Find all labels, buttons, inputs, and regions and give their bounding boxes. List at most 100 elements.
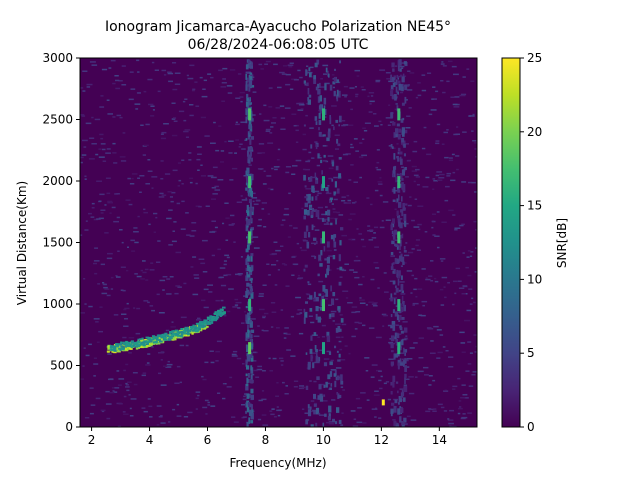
noise-cell [319, 414, 325, 416]
noise-cell [472, 113, 475, 116]
noise-cell [150, 115, 155, 117]
noise-cell [431, 226, 434, 229]
noise-cell [319, 135, 325, 137]
noise-cell [214, 185, 219, 188]
noise-cell [104, 288, 110, 290]
noise-cell [217, 179, 224, 181]
band-cell [333, 241, 337, 248]
band-cell [315, 349, 318, 353]
noise-cell [158, 196, 165, 198]
band-cell [396, 123, 400, 127]
y-tick-label: 1000 [42, 297, 73, 311]
noise-cell [145, 279, 149, 281]
band-cell [319, 95, 322, 102]
noise-cell [378, 379, 382, 382]
noise-cell [159, 279, 166, 282]
noise-cell [383, 314, 388, 317]
noise-cell [220, 150, 225, 152]
noise-cell [390, 255, 395, 257]
noise-cell [358, 322, 362, 324]
noise-cell [136, 307, 141, 310]
band-cell [391, 335, 395, 342]
noise-cell [207, 73, 212, 75]
noise-cell [252, 373, 255, 376]
y-axis-label: Virtual Distance(Km) [15, 181, 29, 305]
noise-cell [112, 82, 116, 85]
noise-cell [302, 240, 308, 242]
noise-cell [432, 379, 436, 382]
noise-cell [378, 183, 383, 185]
noise-cell [123, 325, 129, 327]
trace-cell [193, 328, 196, 331]
noise-cell [244, 311, 247, 313]
band-cell [399, 183, 403, 188]
band-cell [250, 216, 252, 219]
chart-title: Ionogram Jicamarca-Ayacucho Polarization… [105, 19, 451, 35]
noise-cell [370, 95, 374, 97]
noise-cell [394, 208, 397, 210]
noise-cell [151, 176, 158, 178]
trace-cell [219, 314, 223, 316]
noise-cell [163, 365, 168, 367]
noise-cell [410, 419, 417, 421]
noise-cell [330, 310, 337, 313]
band-cell [332, 292, 336, 297]
noise-cell [273, 63, 278, 66]
noise-cell [377, 181, 383, 183]
band-cell [401, 421, 405, 426]
noise-cell [322, 64, 329, 67]
noise-cell [83, 146, 87, 148]
noise-cell [467, 341, 472, 343]
noise-cell [462, 394, 468, 396]
band-cell [393, 229, 397, 235]
noise-cell [82, 90, 86, 92]
noise-cell [226, 85, 233, 87]
noise-cell [423, 126, 427, 129]
band-cell [392, 77, 395, 80]
trace-cell [152, 336, 157, 339]
noise-cell [404, 337, 408, 340]
band-cell [246, 97, 249, 102]
band-cell [333, 90, 336, 97]
noise-cell [426, 153, 432, 156]
noise-cell [225, 217, 230, 219]
noise-cell [284, 393, 289, 395]
noise-cell [151, 309, 155, 312]
band-cell [326, 268, 329, 276]
band-cell [399, 406, 401, 411]
noise-cell [122, 411, 126, 413]
noise-cell [197, 169, 200, 171]
noise-cell [221, 100, 225, 102]
noise-cell [374, 416, 377, 418]
band-cell [310, 215, 314, 218]
band-cell [333, 193, 336, 196]
x-tick-label: 14 [432, 433, 447, 447]
noise-cell [448, 366, 454, 368]
noise-cell [382, 201, 389, 203]
band-cell [303, 317, 306, 324]
band-cell [325, 381, 328, 388]
noise-cell [270, 326, 274, 328]
noise-cell [293, 227, 298, 229]
noise-cell [235, 273, 241, 276]
noise-cell [169, 196, 173, 198]
noise-cell [131, 177, 134, 180]
band-cell [314, 345, 317, 350]
band-cell [390, 411, 393, 417]
noise-cell [182, 100, 186, 103]
noise-cell [313, 402, 317, 405]
noise-cell [318, 217, 325, 220]
noise-cell [409, 196, 412, 198]
noise-cell [333, 176, 338, 179]
noise-cell [258, 295, 264, 297]
noise-cell [102, 160, 107, 162]
band-cell [249, 283, 252, 289]
noise-cell [474, 351, 477, 353]
band-cell [320, 299, 323, 307]
noise-cell [434, 277, 437, 280]
noise-cell [202, 406, 208, 409]
noise-cell [100, 209, 106, 211]
noise-cell [435, 142, 440, 145]
band-cell [340, 374, 343, 381]
